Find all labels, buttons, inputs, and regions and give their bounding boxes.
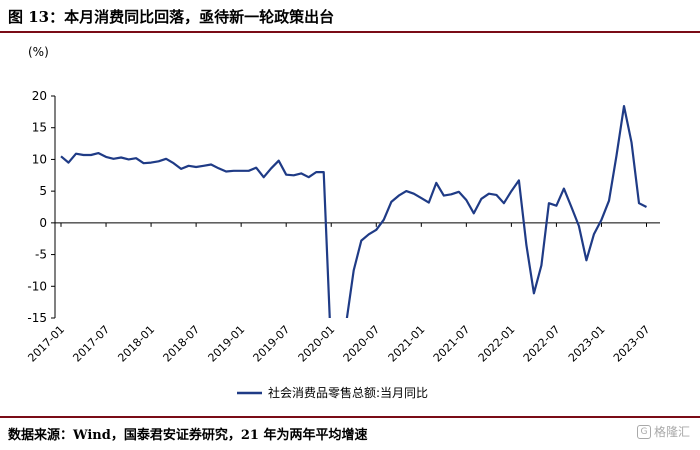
footer-divider [0, 416, 700, 418]
x-tick-label: 2020-07 [341, 323, 383, 365]
watermark-logo-icon: G [636, 424, 651, 439]
x-tick-label: 2017-01 [25, 323, 67, 365]
series-lines [60, 104, 647, 318]
y-unit-label: (%) [28, 45, 49, 59]
x-tick-label: 2018-07 [161, 323, 203, 365]
y-tick-label: -15 [27, 311, 47, 325]
series-line [60, 104, 647, 318]
y-tick-label: 15 [32, 121, 47, 135]
x-tick-label: 2023-01 [566, 323, 608, 365]
title-divider [0, 31, 700, 33]
watermark: G 格隆汇 [636, 423, 690, 440]
x-tick-label: 2022-07 [521, 323, 563, 365]
x-tick-label: 2021-01 [386, 323, 428, 365]
x-tick-label: 2018-01 [116, 323, 158, 365]
x-tick-label: 2017-07 [70, 323, 112, 365]
figure-title: 图 13：本月消费同比回落，亟待新一轮政策出台 [8, 8, 335, 26]
legend: 社会消费品零售总额:当月同比 [237, 385, 428, 400]
y-tick-label: 20 [32, 89, 47, 103]
x-tick-label: 2019-01 [206, 323, 248, 365]
x-tick-label: 2023-07 [611, 323, 653, 365]
x-tick-label: 2021-07 [431, 323, 473, 365]
y-tick-label: -5 [35, 248, 47, 262]
watermark-text: 格隆汇 [653, 425, 690, 439]
legend-label: 社会消费品零售总额:当月同比 [268, 385, 428, 400]
y-axis: 20 15 10 5 0 -5 -10 -15 [27, 89, 56, 325]
data-source-note: 数据来源：Wind，国泰君安证券研究，21 年为两年平均增速 [8, 428, 368, 443]
x-tick-label: 2022-01 [476, 323, 518, 365]
x-tick-label: 2019-07 [251, 323, 293, 365]
y-tick-label: 5 [39, 184, 47, 198]
x-tick-label: 2020-01 [296, 323, 338, 365]
y-tick-label: -10 [27, 279, 47, 293]
y-tick-label: 0 [39, 216, 47, 230]
y-tick-label: 10 [32, 152, 47, 166]
x-axis: 2017-01 2017-07 2018-01 2018-07 2019-01 2019-… [25, 222, 660, 365]
